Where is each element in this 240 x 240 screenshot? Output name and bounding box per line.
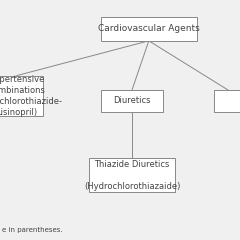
Text: Thiazide Diuretics

(Hydrochlorothiazaide): Thiazide Diuretics (Hydrochlorothiazaide… bbox=[84, 160, 180, 191]
Text: Diuretics: Diuretics bbox=[113, 96, 151, 105]
FancyBboxPatch shape bbox=[0, 76, 43, 116]
FancyBboxPatch shape bbox=[101, 17, 197, 41]
Text: e in parentheses.: e in parentheses. bbox=[2, 227, 63, 233]
Text: Cardiovascular Agents: Cardiovascular Agents bbox=[98, 24, 200, 33]
Text: Hypertensive
Combinations
(Hydrochlorothiazide-
Lisinopril): Hypertensive Combinations (Hydrochloroth… bbox=[0, 75, 62, 117]
FancyBboxPatch shape bbox=[214, 90, 240, 112]
FancyBboxPatch shape bbox=[89, 158, 175, 192]
FancyBboxPatch shape bbox=[101, 90, 163, 112]
